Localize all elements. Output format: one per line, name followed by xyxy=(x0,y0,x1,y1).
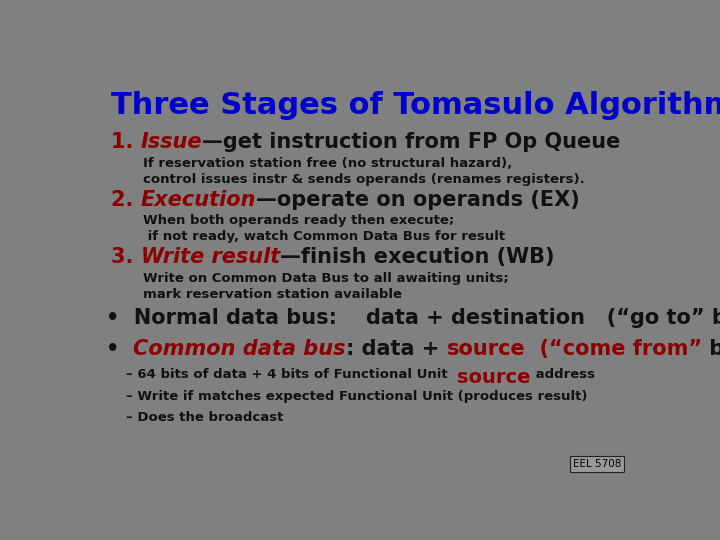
Text: •: • xyxy=(106,339,133,359)
Text: mark reservation station available: mark reservation station available xyxy=(143,288,402,301)
Text: 3.: 3. xyxy=(111,247,141,267)
Text: Write on Common Data Bus to all awaiting units;: Write on Common Data Bus to all awaiting… xyxy=(143,272,509,285)
Text: Execution: Execution xyxy=(141,190,256,210)
Text: address: address xyxy=(531,368,595,381)
Text: source: source xyxy=(457,368,531,387)
Text: control issues instr & sends operands (renames registers).: control issues instr & sends operands (r… xyxy=(143,173,585,186)
Text: When both operands ready then execute;: When both operands ready then execute; xyxy=(143,214,454,227)
Text: •  Normal data bus:    data + destination   (“go to” bus): • Normal data bus: data + destination (“… xyxy=(106,308,720,328)
Text: – Write if matches expected Functional Unit (produces result): – Write if matches expected Functional U… xyxy=(126,390,588,403)
Text: Write result: Write result xyxy=(141,247,280,267)
Text: If reservation station free (no structural hazard),: If reservation station free (no structur… xyxy=(143,157,512,170)
Text: EEL 5708: EEL 5708 xyxy=(573,459,621,469)
Text: : data +: : data + xyxy=(346,339,446,359)
Text: Common data bus: Common data bus xyxy=(133,339,346,359)
Text: —finish execution (WB): —finish execution (WB) xyxy=(280,247,554,267)
Text: if not ready, watch Common Data Bus for result: if not ready, watch Common Data Bus for … xyxy=(143,230,505,243)
Text: Three Stages of Tomasulo Algorithm: Three Stages of Tomasulo Algorithm xyxy=(111,91,720,119)
Text: – Does the broadcast: – Does the broadcast xyxy=(126,411,284,424)
Text: 2.: 2. xyxy=(111,190,141,210)
Text: —operate on operands (EX): —operate on operands (EX) xyxy=(256,190,580,210)
Text: Issue: Issue xyxy=(141,132,202,152)
Text: bus): bus) xyxy=(703,339,720,359)
Text: —get instruction from FP Op Queue: —get instruction from FP Op Queue xyxy=(202,132,621,152)
Text: 1.: 1. xyxy=(111,132,141,152)
Text: source: source xyxy=(446,339,526,359)
Text: – 64 bits of data + 4 bits of Functional Unit: – 64 bits of data + 4 bits of Functional… xyxy=(126,368,457,381)
Text: (“come from”: (“come from” xyxy=(526,339,703,359)
